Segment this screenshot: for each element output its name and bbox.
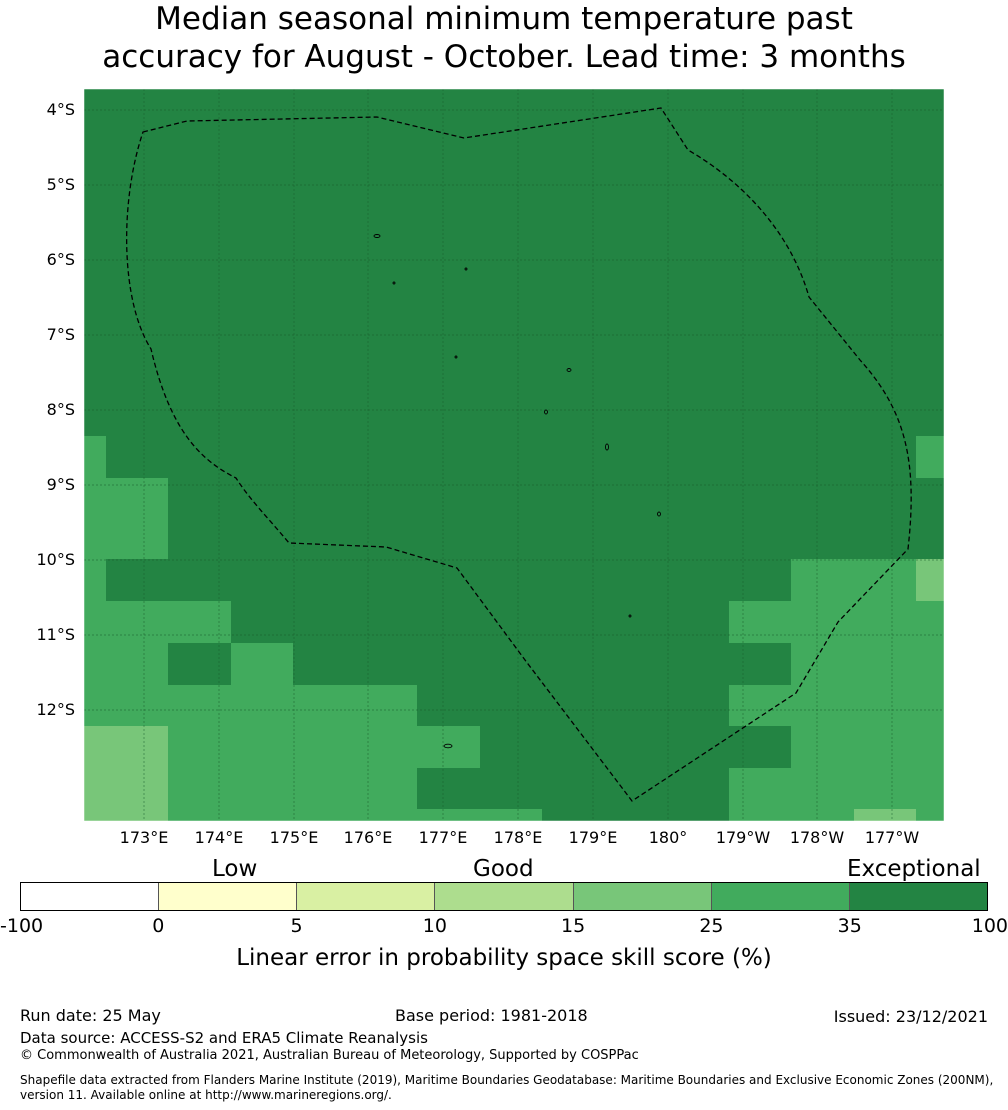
grid-cell <box>417 726 480 768</box>
grid-cell <box>84 726 168 821</box>
grid-cell <box>729 685 944 726</box>
colorbar-tick-label: -100 <box>0 915 44 937</box>
legend-category-low: Low <box>212 856 258 882</box>
grid-cell <box>791 643 944 685</box>
island <box>373 234 381 238</box>
grid-cell <box>791 726 944 768</box>
colorbar-tick-label: 0 <box>152 915 165 937</box>
colorbar-segment <box>849 883 987 910</box>
latitude-label: 10°S <box>36 550 75 569</box>
latitude-label: 5°S <box>46 175 75 194</box>
latitude-label: 9°S <box>46 475 75 494</box>
shapefile-credit-line1: Shapefile data extracted from Flanders M… <box>20 1073 994 1087</box>
island <box>544 409 548 415</box>
longitude-label: 177°E <box>418 828 468 847</box>
colorbar-tick-label: 10 <box>422 915 447 937</box>
longitude-label: 178°W <box>789 828 845 847</box>
grid-cell <box>84 559 106 601</box>
latitude-label: 12°S <box>36 700 75 719</box>
legend-category-good: Good <box>473 856 534 882</box>
island <box>657 511 661 517</box>
longitude-label: 180° <box>648 828 688 847</box>
island <box>628 614 632 618</box>
longitude-label: 179°W <box>715 828 771 847</box>
longitude-label: 174°E <box>194 828 244 847</box>
island <box>566 368 572 372</box>
data-source: Data source: ACCESS-S2 and ERA5 Climate … <box>20 1029 428 1047</box>
grid-cell <box>84 685 417 726</box>
map-title-line1: Median seasonal minimum temperature past <box>155 1 853 37</box>
run-date: Run date: 25 May <box>20 1006 161 1025</box>
island <box>464 267 468 271</box>
island <box>454 355 458 359</box>
grid-cell <box>729 601 944 643</box>
latitude-label: 11°S <box>36 625 75 644</box>
skill-score-map <box>83 88 945 822</box>
colorbar-tick-label: 100 <box>971 915 1008 937</box>
grid-cell <box>854 809 916 821</box>
longitude-label: 177°W <box>864 828 920 847</box>
grid-cell <box>168 726 417 768</box>
map-title: Median seasonal minimum temperature past… <box>0 0 1008 76</box>
legend-category-exceptional: Exceptional <box>847 856 981 882</box>
latitude-label: 4°S <box>46 100 75 119</box>
colorbar-segment <box>711 883 850 910</box>
grid-cell <box>417 809 542 821</box>
longitude-label: 178°E <box>493 828 543 847</box>
copyright: © Commonwealth of Australia 2021, Austra… <box>20 1048 639 1063</box>
base-period: Base period: 1981-2018 <box>395 1006 588 1025</box>
shapefile-credit-line2: version 11. Available online at http://w… <box>20 1088 392 1102</box>
grid-cell <box>84 601 231 643</box>
grid-cell <box>916 436 944 478</box>
grid-cell <box>84 436 106 478</box>
map-frame <box>83 88 945 822</box>
colorbar-tick-label: 25 <box>699 915 724 937</box>
longitude-label: 179°E <box>568 828 618 847</box>
latitude-label: 6°S <box>46 250 75 269</box>
grid-cell <box>791 559 916 601</box>
colorbar-label: Linear error in probability space skill … <box>236 945 772 971</box>
longitude-label: 175°E <box>269 828 319 847</box>
colorbar <box>20 882 988 911</box>
maritime-boundary <box>126 107 912 802</box>
grid-cell <box>84 478 168 559</box>
latitude-label: 7°S <box>46 325 75 344</box>
colorbar-segment <box>435 883 574 910</box>
colorbar-tick-label: 5 <box>290 915 303 937</box>
island <box>443 743 453 749</box>
colorbar-segment <box>159 883 298 910</box>
colorbar-segment <box>297 883 436 910</box>
colorbar-segment <box>573 883 712 910</box>
grid-cell <box>231 643 293 685</box>
map-title-line2: accuracy for August - October. Lead time… <box>102 39 906 75</box>
grid-cell <box>84 643 168 685</box>
issued-date: Issued: 23/12/2021 <box>833 1007 988 1026</box>
colorbar-segment <box>21 883 160 910</box>
island <box>392 281 396 285</box>
grid-cell <box>916 559 944 601</box>
latitude-label: 8°S <box>46 400 75 419</box>
longitude-label: 176°E <box>343 828 393 847</box>
grid-cell <box>168 768 417 821</box>
island <box>605 443 609 451</box>
longitude-label: 173°E <box>119 828 169 847</box>
colorbar-tick-label: 15 <box>561 915 586 937</box>
colorbar-tick-label: 35 <box>837 915 862 937</box>
